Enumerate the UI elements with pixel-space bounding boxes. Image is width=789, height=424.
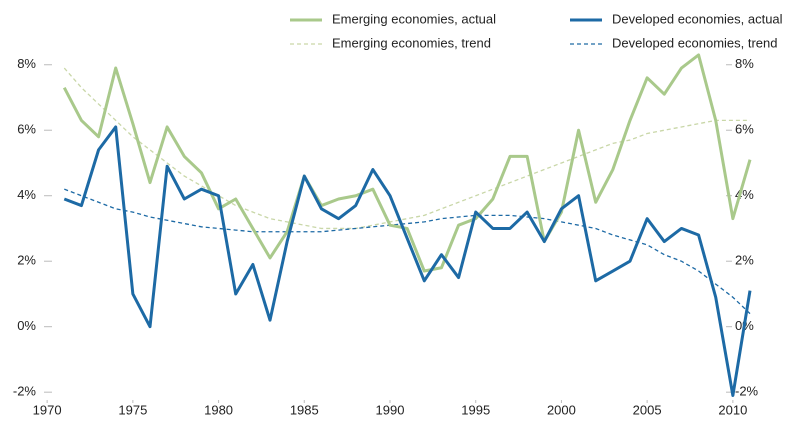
x-tick-label: 1995 bbox=[461, 402, 490, 417]
y2-tick-label: -2% bbox=[735, 384, 759, 399]
x-tick-label: 2005 bbox=[633, 402, 662, 417]
data-line bbox=[62, 53, 752, 273]
legend-label: Emerging economies, actual bbox=[332, 11, 496, 26]
x-tick-label: 1970 bbox=[33, 402, 62, 417]
y2-tick-label: 8% bbox=[735, 56, 754, 71]
y2-tick-label: 6% bbox=[735, 122, 754, 137]
data-line bbox=[63, 125, 752, 397]
y2-tick-label: 2% bbox=[735, 253, 754, 268]
x-tick-label: 1990 bbox=[376, 402, 405, 417]
y-tick-label: -2% bbox=[13, 384, 37, 399]
y-tick-label: 4% bbox=[17, 187, 36, 202]
y-tick-label: 8% bbox=[17, 56, 36, 71]
legend-label: Developed economies, actual bbox=[612, 11, 783, 26]
y-tick-label: 6% bbox=[17, 122, 36, 137]
x-tick-label: 1975 bbox=[118, 402, 147, 417]
x-tick-label: 2010 bbox=[718, 402, 747, 417]
x-tick-label: 1985 bbox=[290, 402, 319, 417]
y-tick-label: 0% bbox=[17, 318, 36, 333]
legend-label: Emerging economies, trend bbox=[332, 35, 491, 50]
trend-line bbox=[63, 67, 750, 230]
legend-label: Developed economies, trend bbox=[612, 35, 778, 50]
x-tick-label: 1980 bbox=[204, 402, 233, 417]
trend-line bbox=[64, 188, 751, 315]
y-tick-label: 2% bbox=[17, 253, 36, 268]
x-tick-label: 2000 bbox=[547, 402, 576, 417]
